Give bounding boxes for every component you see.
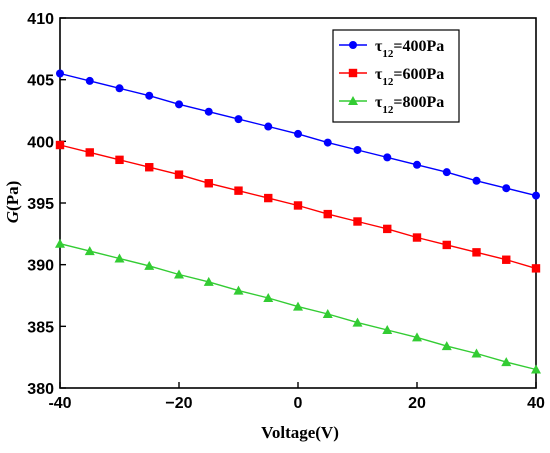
- x-tick-label: 20: [408, 395, 426, 412]
- data-point: [353, 217, 362, 226]
- data-point: [204, 107, 213, 116]
- data-point: [114, 253, 125, 263]
- data-point: [85, 76, 94, 85]
- data-point: [323, 209, 332, 219]
- legend-marker: [349, 41, 357, 49]
- x-tick-label: −20: [165, 395, 192, 412]
- data-point: [56, 69, 64, 78]
- data-point: [531, 364, 541, 374]
- data-point: [293, 301, 303, 311]
- legend-item: τ12=600Pa: [339, 66, 444, 88]
- legend-item: τ12=800Pa: [339, 94, 444, 116]
- data-point: [203, 276, 214, 286]
- plot-layer: -40 −20 0 20 40 380 385 390 395 400 405 410 τ12=400P…: [27, 11, 545, 412]
- data-point: [55, 140, 65, 150]
- data-point: [472, 248, 481, 257]
- data-point: [55, 238, 65, 248]
- series-3: [55, 238, 541, 374]
- x-tick-label: 40: [527, 395, 545, 412]
- data-point: [115, 84, 124, 93]
- data-point: [174, 269, 184, 279]
- y-tick-label: 405: [27, 73, 54, 90]
- data-point: [383, 224, 392, 234]
- x-tick-label: 0: [294, 395, 303, 412]
- data-point: [323, 138, 332, 147]
- data-point: [293, 201, 303, 210]
- data-point: [382, 325, 393, 335]
- legend-label: τ12=600Pa: [375, 66, 444, 88]
- x-tick-label: -40: [48, 395, 71, 412]
- data-point: [234, 115, 243, 124]
- y-tick-label: 395: [27, 196, 54, 213]
- series-1: [56, 69, 540, 200]
- y-tick-label: 390: [27, 258, 54, 275]
- data-point: [115, 155, 124, 165]
- y-tick-label: 400: [27, 134, 54, 151]
- data-point: [383, 153, 392, 162]
- data-point: [413, 160, 421, 169]
- data-point: [294, 129, 302, 138]
- data-point: [175, 100, 183, 109]
- y-tick-label: 410: [27, 11, 54, 28]
- y-tick-label: 385: [27, 319, 54, 336]
- data-point: [264, 193, 273, 203]
- data-point: [174, 170, 184, 179]
- data-point: [471, 348, 482, 358]
- data-point: [501, 357, 512, 367]
- data-point: [84, 246, 95, 256]
- data-point: [145, 163, 154, 172]
- legend-item: τ12=400Pa: [339, 38, 444, 60]
- data-point: [353, 145, 362, 154]
- legend-label: τ12=400Pa: [375, 38, 444, 60]
- data-point: [472, 176, 481, 185]
- data-point: [502, 255, 511, 264]
- series-2: [55, 140, 541, 273]
- data-point: [264, 122, 273, 131]
- data-point: [145, 91, 154, 100]
- y-axis-title-unit: (Pa): [3, 181, 22, 211]
- x-axis-title: Voltage(V): [261, 423, 339, 442]
- data-point: [204, 179, 213, 188]
- data-point: [144, 260, 155, 270]
- data-point: [502, 184, 511, 193]
- data-point: [531, 264, 541, 273]
- legend-marker: [348, 96, 358, 105]
- legend-label: τ12=800Pa: [375, 94, 444, 116]
- data-point: [412, 233, 422, 242]
- data-point: [234, 186, 243, 195]
- data-point: [263, 292, 274, 302]
- data-point: [352, 317, 363, 327]
- legend-marker: [348, 68, 358, 78]
- y-axis-title: G(Pa): [3, 181, 22, 224]
- y-axis-title-symbol: G: [3, 210, 22, 223]
- data-point: [233, 285, 244, 295]
- data-point: [441, 341, 452, 351]
- data-point: [442, 168, 451, 177]
- data-point: [412, 332, 422, 342]
- y-tick-label: 380: [27, 381, 54, 398]
- data-point: [532, 191, 540, 200]
- data-point: [322, 309, 333, 318]
- data-point: [85, 148, 94, 157]
- data-point: [442, 240, 451, 250]
- legend: τ12=400Pa τ12=600Pa τ12=800Pa: [332, 29, 460, 123]
